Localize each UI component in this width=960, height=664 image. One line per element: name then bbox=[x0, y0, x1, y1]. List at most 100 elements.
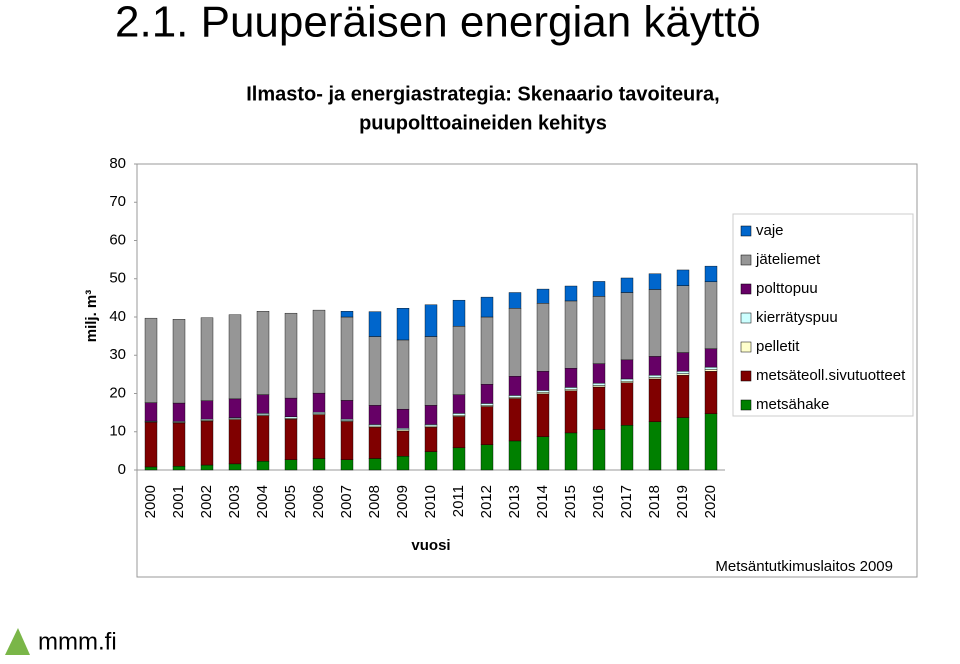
bar-segment bbox=[256, 394, 270, 414]
bar-segment bbox=[172, 319, 186, 404]
legend-swatch bbox=[740, 341, 752, 353]
bar-segment bbox=[592, 296, 606, 364]
bar-segment bbox=[144, 402, 158, 422]
legend-label: kierrätyspuu bbox=[756, 309, 838, 326]
bar-segment bbox=[620, 382, 634, 426]
x-tick-label: 2017 bbox=[618, 485, 635, 518]
bar-segment bbox=[592, 429, 606, 471]
bar-segment bbox=[592, 363, 606, 384]
chart-frame bbox=[136, 163, 918, 578]
bar-segment bbox=[648, 421, 662, 471]
bar-segment bbox=[620, 378, 634, 382]
bar-segment bbox=[284, 397, 298, 418]
bar-segment bbox=[396, 408, 410, 429]
bar-segment bbox=[340, 459, 354, 471]
bar-segment bbox=[704, 413, 718, 471]
x-tick-label: 2001 bbox=[170, 485, 187, 518]
bar-segment bbox=[648, 289, 662, 357]
y-tick-label: 60 bbox=[109, 231, 126, 248]
bar-segment bbox=[564, 285, 578, 302]
legend-label: polttopuu bbox=[756, 280, 818, 297]
bar-segment bbox=[564, 368, 578, 388]
bar-segment bbox=[200, 464, 214, 471]
legend-swatch bbox=[740, 225, 752, 237]
x-tick-label: 2006 bbox=[310, 485, 327, 518]
bar-segment bbox=[536, 392, 550, 395]
bar-segment bbox=[172, 422, 186, 467]
bar-segment bbox=[256, 311, 270, 395]
bar-segment bbox=[368, 426, 382, 459]
bar-segment bbox=[592, 281, 606, 297]
bar-segment bbox=[676, 285, 690, 353]
legend-swatch bbox=[740, 254, 752, 266]
bar-segment bbox=[676, 373, 690, 376]
x-tick-label: 2008 bbox=[366, 485, 383, 518]
slide-title: 2.1. Puuperäisen energian käyttö bbox=[115, 0, 761, 47]
bar-segment bbox=[536, 390, 550, 393]
bar-segment bbox=[396, 339, 410, 410]
bar-segment bbox=[424, 451, 438, 471]
bar-segment bbox=[536, 436, 550, 471]
bar-segment bbox=[228, 463, 242, 471]
bar-segment bbox=[536, 371, 550, 391]
bar-segment bbox=[200, 400, 214, 420]
bar-segment bbox=[648, 356, 662, 376]
legend-label: pelletit bbox=[756, 338, 800, 355]
bar-segment bbox=[228, 419, 242, 465]
legend-swatch bbox=[740, 283, 752, 295]
bar-segment bbox=[172, 465, 186, 471]
bar-segment bbox=[648, 377, 662, 380]
bar-segment bbox=[676, 371, 690, 374]
y-tick-label: 70 bbox=[109, 193, 126, 210]
x-tick-label: 2012 bbox=[478, 485, 495, 518]
logo: mmm.fi bbox=[38, 628, 117, 655]
bar-segment bbox=[228, 314, 242, 400]
x-tick-label: 2007 bbox=[338, 485, 355, 518]
bar-segment bbox=[144, 317, 158, 403]
legend-label: jäteliemet bbox=[755, 251, 821, 268]
bar-segment bbox=[676, 352, 690, 372]
bar-segment bbox=[452, 413, 466, 416]
bar-segment bbox=[536, 393, 550, 437]
bar-segment bbox=[704, 281, 718, 349]
bar-segment bbox=[704, 366, 718, 370]
x-tick-label: 2005 bbox=[282, 485, 299, 518]
bar-segment bbox=[452, 325, 466, 395]
bar-segment bbox=[312, 458, 326, 471]
bar-segment bbox=[676, 269, 690, 286]
bar-segment bbox=[200, 317, 214, 401]
bar-segment bbox=[172, 402, 186, 422]
bar-segment bbox=[144, 466, 158, 471]
x-tick-label: 2010 bbox=[422, 485, 439, 518]
bar-segment bbox=[144, 421, 158, 468]
bar-segment bbox=[452, 447, 466, 471]
bar-segment bbox=[284, 418, 298, 460]
bar-segment bbox=[256, 461, 270, 471]
bar-segment bbox=[312, 414, 326, 459]
legend-label: vaje bbox=[756, 222, 784, 239]
bar-segment bbox=[620, 381, 634, 383]
bar-segment bbox=[452, 416, 466, 449]
y-tick-label: 10 bbox=[109, 423, 126, 440]
bar-segment bbox=[424, 304, 438, 337]
x-tick-label: 2003 bbox=[226, 485, 243, 518]
bar-segment bbox=[340, 316, 354, 401]
bar-segment bbox=[396, 428, 410, 431]
bar-segment bbox=[564, 389, 578, 392]
y-tick-label: 40 bbox=[109, 308, 126, 325]
legend-box bbox=[732, 213, 914, 417]
bar-segment bbox=[592, 382, 606, 386]
bar-segment bbox=[340, 311, 354, 318]
legend-label: metsähake bbox=[756, 396, 829, 413]
bar-segment bbox=[508, 308, 522, 377]
x-tick-label: 2019 bbox=[674, 485, 691, 518]
bar-segment bbox=[676, 374, 690, 418]
bar-segment bbox=[256, 413, 270, 416]
bar-segment bbox=[564, 387, 578, 390]
bar-segment bbox=[424, 426, 438, 452]
bar-segment bbox=[284, 416, 298, 419]
bar-segment bbox=[452, 299, 466, 327]
bar-segment bbox=[704, 369, 718, 372]
bar-segment bbox=[368, 424, 382, 427]
bar-segment bbox=[424, 424, 438, 427]
